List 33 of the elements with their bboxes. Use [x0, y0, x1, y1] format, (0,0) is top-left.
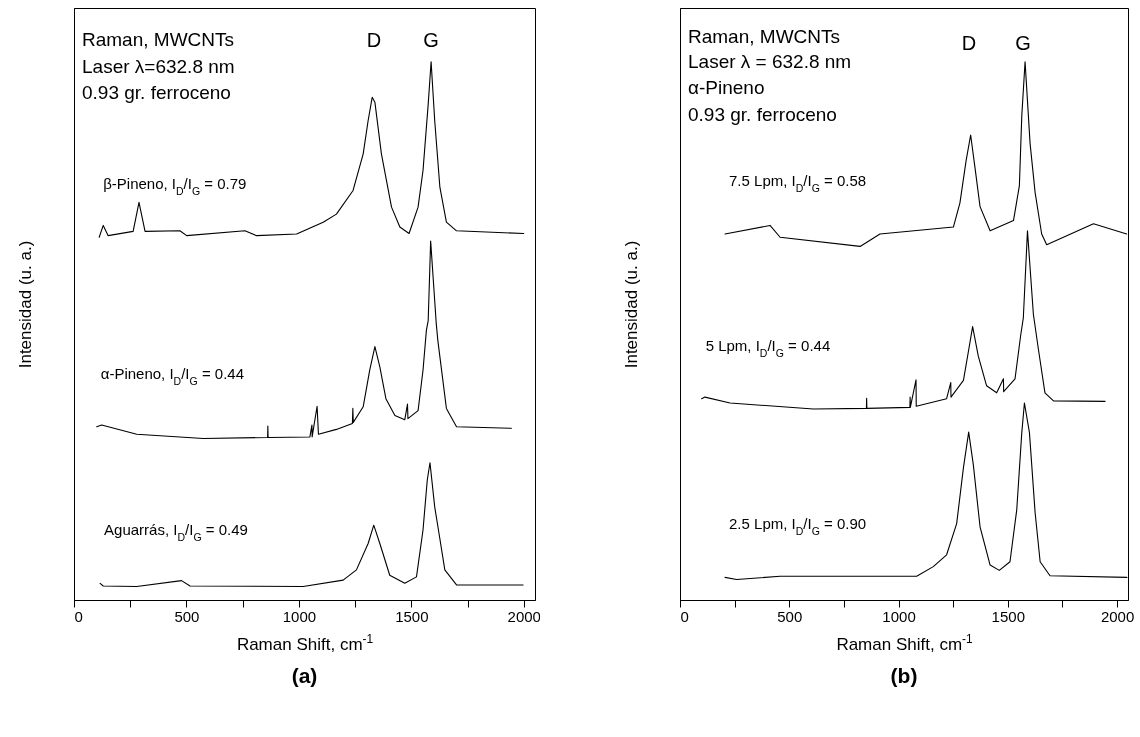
text: 2.5 Lpm, I$_{D}$/I$_{G}$ = 0.90 — [729, 515, 867, 538]
series-label: β-Pineno, I$_{D}$/I$_{G}$ = 0.79 — [103, 175, 247, 198]
annotation: Laser λ = 632.8 nm — [688, 51, 852, 72]
text: G — [1015, 32, 1031, 54]
x-tick-label: 1500 — [991, 607, 1025, 625]
text: α-Pineno, I$_{D}$/I$_{G}$ = 0.44 — [100, 364, 245, 387]
text: D — [366, 29, 382, 51]
annotation: α-Pineno — [688, 77, 765, 98]
x-tick-label: 1500 — [395, 607, 429, 625]
y-axis-title: Intensidad (u. a.) — [15, 240, 35, 369]
x-axis-title: Raman Shift, cm$^{-1}$ — [836, 631, 973, 654]
text: Raman, MWCNTs — [82, 29, 235, 50]
text: Aguarrás, I$_{D}$/I$_{G}$ = 0.49 — [104, 521, 248, 544]
text: D — [961, 32, 977, 54]
annotation: 0.93 gr. ferroceno — [688, 104, 837, 125]
x-tick-label: 500 — [174, 607, 200, 625]
text: G — [423, 29, 439, 51]
x-axis-title: Raman Shift, cm$^{-1}$ — [236, 631, 374, 654]
x-tick-label: 2000 — [507, 607, 541, 625]
text: (b) — [890, 664, 918, 687]
y-axis-title: Intensidad (u. a.) — [621, 240, 641, 369]
x-tick-label: 0 — [680, 607, 689, 625]
x-tick-label: 0 — [74, 607, 83, 625]
annotation: Laser λ=632.8 nm — [82, 56, 235, 77]
x-tick-label: 1000 — [882, 607, 916, 625]
text: Raman, MWCNTs — [688, 26, 841, 47]
text: (a) — [291, 664, 318, 687]
x-tick-label: 1000 — [282, 607, 317, 625]
x-tick-label: 2000 — [1100, 607, 1135, 625]
annotation: 0.93 gr. ferroceno — [82, 82, 231, 103]
text: 5 Lpm, I$_{D}$/I$_{G}$ = 0.44 — [705, 336, 831, 359]
text: 7.5 Lpm, I$_{D}$/I$_{G}$ = 0.58 — [729, 172, 867, 195]
x-tick-label: 500 — [777, 607, 803, 625]
